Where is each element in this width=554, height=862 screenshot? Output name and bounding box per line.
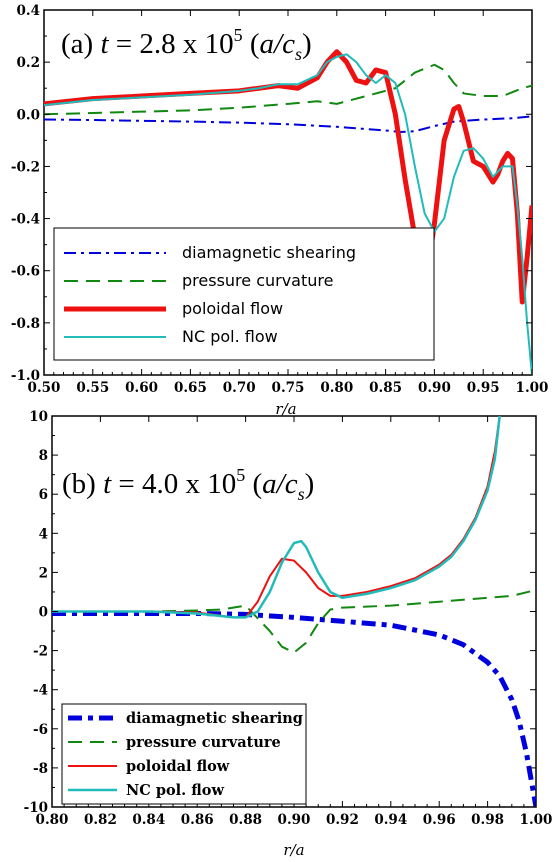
legend-label: poloidal flow — [182, 299, 283, 318]
y-tick-label: 8 — [39, 448, 48, 464]
legend-box — [61, 703, 307, 805]
y-tick-label: -1.0 — [11, 368, 40, 384]
y-tick-label: 2 — [39, 565, 48, 581]
legend-label: NC pol. flow — [126, 782, 224, 799]
x-tick-label: 0.90 — [278, 812, 311, 828]
x-tick-label: 1.00 — [520, 812, 553, 828]
x-tick-label: 0.88 — [229, 812, 262, 828]
series-line-diamagnetic-shearing — [44, 115, 532, 134]
x-tick-label: 0.85 — [369, 380, 402, 396]
y-tick-label: 10 — [29, 409, 48, 425]
legend-label: diamagnetic shearing — [182, 243, 356, 262]
series-group-b — [52, 416, 536, 807]
x-tick-label: 0.80 — [320, 380, 353, 396]
x-tick-label: 0.75 — [272, 380, 305, 396]
y-tick-label: -10 — [24, 800, 48, 816]
x-tick-label: 0.50 — [28, 380, 61, 396]
y-tick-label: -8 — [33, 761, 48, 777]
x-tick-label: 0.94 — [374, 812, 407, 828]
legend-label: pressure curvature — [126, 734, 281, 751]
y-tick-label: 0.0 — [17, 107, 41, 123]
panel-b-xlabel: r/a — [283, 841, 304, 859]
y-tick-label: -0.2 — [11, 159, 40, 175]
y-tick-label: -0.6 — [11, 264, 40, 280]
x-tick-label: 0.98 — [471, 812, 504, 828]
panel-b: 0.80 0.82 0.84 0.86 0.88 0.90 0.92 0.94 0.96 0.98… — [24, 409, 553, 859]
y-tick-label: 4 — [39, 526, 48, 542]
y-tick-label: 0.2 — [17, 55, 41, 71]
y-tick-label: 0 — [39, 605, 48, 621]
x-tick-label: 0.60 — [125, 380, 158, 396]
legend-b: diamagnetic shearing pressure curvature po… — [61, 703, 307, 805]
x-tick-label: 0.82 — [84, 812, 117, 828]
x-tick-label: 0.96 — [423, 812, 456, 828]
x-tick-label: 0.55 — [76, 380, 109, 396]
legend-label: poloidal flow — [126, 758, 230, 775]
panel-a-xlabel: r/a — [275, 400, 296, 418]
series-line-diamagnetic-shearing — [52, 610, 536, 807]
series-line-poloidal-flow — [52, 416, 501, 619]
y-tick-label: -2 — [33, 644, 48, 660]
x-tick-label: 0.80 — [36, 812, 69, 828]
x-tick-label: 0.84 — [132, 812, 165, 828]
x-tick-label: 1.00 — [516, 380, 549, 396]
y-tick-label: 6 — [39, 487, 48, 503]
series-line-nc-pol-flow — [44, 53, 532, 375]
panel-a: 0.50 0.55 0.60 0.65 0.70 0.75 0.80 0.85 0.90 0.95… — [11, 3, 549, 418]
x-tick-label: 0.92 — [326, 812, 359, 828]
legend-label: diamagnetic shearing — [126, 710, 303, 727]
y-tick-label: -4 — [33, 683, 48, 699]
legend-a: diamagnetic shearing pressure curvature po… — [53, 227, 435, 361]
y-tick-label: 0.4 — [17, 3, 41, 19]
y-tick-label: -0.8 — [11, 316, 40, 332]
legend-label: NC pol. flow — [182, 327, 278, 346]
series-line-nc-pol-flow — [52, 416, 501, 619]
panel-b-title: (b) t = 4.0 x 105 (a/cs) — [62, 465, 314, 504]
legend-label: pressure curvature — [182, 271, 333, 290]
y-tick-label: -6 — [33, 722, 48, 738]
panel-a-title: (a) t = 2.8 x 105 (a/cs) — [61, 25, 312, 64]
x-tick-label: 0.70 — [223, 380, 256, 396]
x-tick-label: 0.65 — [174, 380, 207, 396]
y-tick-label: -0.4 — [11, 212, 40, 228]
x-tick-label: 0.90 — [418, 380, 451, 396]
series-line-pressure-curvature — [52, 589, 536, 654]
x-tick-label: 0.86 — [181, 812, 214, 828]
x-tick-label: 0.95 — [467, 380, 500, 396]
series-line-pressure-curvature — [44, 63, 532, 116]
